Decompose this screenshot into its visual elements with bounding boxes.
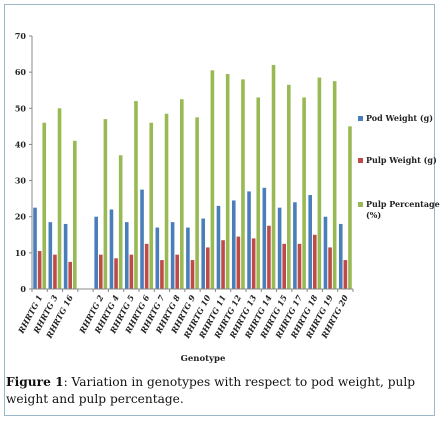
bar-pod-weight (247, 191, 251, 289)
bar-pulp-weight (114, 258, 118, 289)
bar-pod-weight (293, 202, 297, 289)
bar-pulp-percentage (271, 64, 276, 290)
bar-pulp-percentage (149, 122, 154, 289)
bar-pod-weight (231, 200, 236, 289)
legend-swatch (358, 158, 363, 163)
bar-pod-weight (94, 216, 98, 289)
bar-pulp-percentage (332, 81, 337, 289)
y-tick-label: 0 (20, 284, 26, 294)
bar-pod-weight (277, 207, 282, 289)
bar-pulp-weight (236, 236, 241, 289)
bar-pulp-percentage (57, 108, 62, 290)
bar-pulp-percentage (42, 122, 47, 289)
legend-swatch (358, 116, 363, 121)
bar-pulp-percentage (287, 84, 291, 290)
bar-pulp-weight (251, 238, 256, 289)
bar-pulp-weight (267, 225, 271, 289)
bar-pulp-percentage (302, 97, 306, 289)
bar-pulp-weight (144, 243, 149, 289)
bar-pulp-percentage (241, 79, 245, 289)
bar-pulp-percentage (225, 73, 230, 289)
x-axis-title: Genotype (181, 354, 226, 364)
caption-label: Figure 1 (6, 375, 64, 389)
legend-swatch (358, 202, 363, 207)
y-tick-label: 60 (15, 67, 27, 77)
bar-pulp-percentage (180, 99, 184, 289)
bar-pulp-weight (328, 247, 332, 289)
bar-pulp-weight (53, 254, 57, 289)
bar-pulp-weight (129, 254, 134, 289)
bar-pulp-percentage (195, 117, 199, 289)
y-tick-label: 50 (15, 103, 27, 113)
y-tick-label: 30 (15, 176, 27, 186)
bar-pulp-weight (205, 247, 210, 289)
bar-pod-weight (140, 189, 144, 289)
bar-pod-weight (201, 218, 205, 289)
bar-pulp-weight (343, 260, 348, 289)
bar-pulp-percentage (348, 126, 352, 289)
bar-pulp-percentage (256, 97, 261, 289)
bar-pulp-percentage (118, 155, 123, 289)
bar-pod-weight (48, 222, 53, 289)
bar-pod-weight (170, 222, 175, 289)
bar-pod-weight (216, 205, 221, 289)
legend-label: Pulp Percentage (%) (366, 199, 440, 220)
legend-label: Pulp Weight (g) (366, 155, 437, 165)
bar-pulp-weight (68, 261, 73, 289)
bar-pod-weight (155, 227, 160, 289)
bar-pulp-percentage (103, 119, 108, 289)
y-tick-label: 70 (15, 31, 27, 41)
bar-pulp-weight (312, 234, 317, 289)
legend: Pod Weight (g) Pulp Weight (g) Pulp Percen… (358, 113, 440, 220)
bar-pod-weight (186, 227, 190, 289)
y-tick-label: 20 (15, 212, 27, 222)
bar-pulp-weight (221, 240, 225, 289)
bar-pod-weight (33, 207, 37, 289)
caption-text: : Variation in genotypes with respect to… (6, 375, 416, 406)
bar-pulp-weight (98, 254, 103, 289)
bar-pod-weight (262, 187, 267, 289)
bars (33, 64, 352, 290)
bar-pod-weight (109, 209, 114, 289)
bar-pulp-percentage (164, 113, 169, 289)
bar-pod-weight (338, 223, 343, 289)
figure-caption: Figure 1: Variation in genotypes with re… (6, 374, 428, 408)
bar-pod-weight (323, 216, 328, 289)
bar-pulp-weight (190, 260, 195, 289)
bar-pulp-percentage (210, 70, 215, 289)
y-tick-label: 10 (15, 248, 27, 258)
legend-label: Pod Weight (g) (366, 113, 433, 123)
bar-pod-weight (124, 222, 129, 289)
y-tick-label: 40 (15, 139, 27, 149)
bar-pulp-weight (160, 260, 164, 289)
bar-pod-weight (63, 223, 68, 289)
bar-pulp-percentage (317, 77, 322, 289)
bar-pulp-weight (282, 243, 287, 289)
bar-pulp-percentage (73, 140, 77, 289)
bar-pulp-weight (37, 251, 42, 289)
bar-pulp-percentage (134, 101, 138, 289)
bar-pulp-weight (175, 254, 180, 289)
bar-pod-weight (308, 195, 312, 289)
y-axis: 0 10 20 30 40 50 60 70 (15, 31, 33, 294)
bar-pulp-weight (297, 243, 302, 289)
